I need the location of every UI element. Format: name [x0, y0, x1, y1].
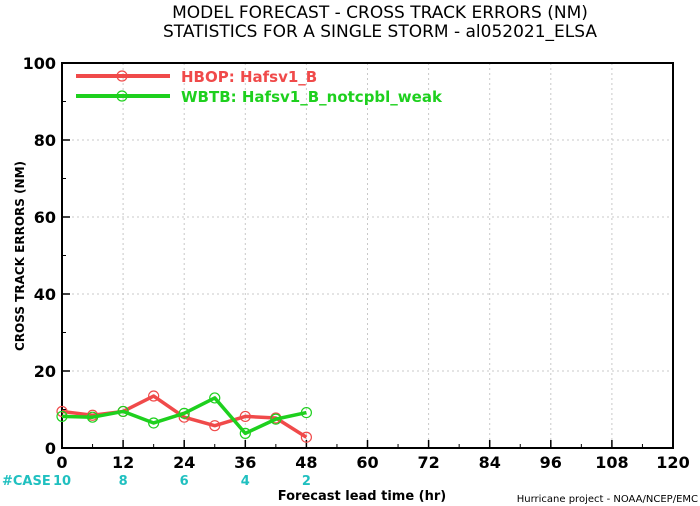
case-count: 4	[241, 474, 250, 489]
data-point	[56, 410, 68, 423]
x-tick-label: 72	[417, 453, 439, 472]
case-counts: #CASE 10 8 6 4 2	[2, 474, 311, 489]
data-point	[239, 410, 251, 423]
data-point	[86, 411, 99, 423]
legend: HBOP: Hafsv1_B WBTB: Hafsv1_B_notcpbl_wea…	[76, 68, 443, 106]
y-axis-label: CROSS TRACK ERRORS (NM)	[13, 161, 27, 351]
y-tick-label: 40	[34, 285, 56, 304]
x-tick-label: 24	[173, 453, 195, 472]
y-tick-label: 80	[34, 131, 56, 150]
series	[56, 390, 312, 443]
chart-subtitle: STATISTICS FOR A SINGLE STORM - al052021…	[163, 22, 597, 42]
data-point	[209, 392, 221, 404]
legend-marker	[116, 90, 128, 102]
case-label: #CASE	[2, 474, 51, 489]
data-point	[239, 427, 251, 439]
case-count: 6	[180, 474, 189, 489]
y-tick-label: 100	[23, 54, 56, 73]
data-point	[117, 405, 129, 418]
case-count: 10	[53, 474, 71, 489]
data-point	[148, 417, 160, 429]
case-count: 2	[302, 474, 311, 489]
data-point	[300, 431, 312, 443]
y-tick-label: 60	[34, 208, 56, 227]
x-tick-label: 36	[234, 453, 256, 472]
y-tick-label: 0	[45, 439, 56, 458]
plot-frame	[61, 62, 674, 449]
x-tick-label: 96	[540, 453, 562, 472]
data-point	[209, 420, 221, 432]
credit-text: Hurricane project - NOAA/NCEP/EMC	[517, 494, 698, 505]
data-point	[300, 406, 312, 419]
grid	[62, 63, 673, 448]
legend-entry: WBTB: Hafsv1_B_notcpbl_weak	[181, 88, 443, 106]
x-tick-label: 120	[656, 453, 689, 472]
case-count: 8	[119, 474, 128, 489]
x-tick-label: 48	[295, 453, 317, 472]
x-tick-label: 108	[595, 453, 628, 472]
data-point	[56, 405, 68, 418]
x-tick-label: 60	[356, 453, 378, 472]
x-tick-label: 12	[112, 453, 134, 472]
data-point	[270, 413, 282, 425]
legend-marker	[116, 70, 128, 82]
data-point	[148, 390, 160, 402]
series-2	[56, 392, 312, 439]
y-tick-label: 20	[34, 362, 56, 381]
x-tick-label: 84	[479, 453, 501, 472]
axis-ticks: 0 12 24 36 48 60 72 84 96 108 120 0 20 40 60 80 100	[23, 54, 690, 472]
series-line	[61, 396, 307, 436]
legend-entry: HBOP: Hafsv1_B	[181, 68, 317, 86]
x-axis-label: Forecast lead time (hr)	[278, 489, 446, 504]
x-tick-label: 0	[56, 453, 67, 472]
chart-title: MODEL FORECAST - CROSS TRACK ERRORS (NM)	[172, 3, 588, 23]
data-point	[178, 407, 190, 419]
